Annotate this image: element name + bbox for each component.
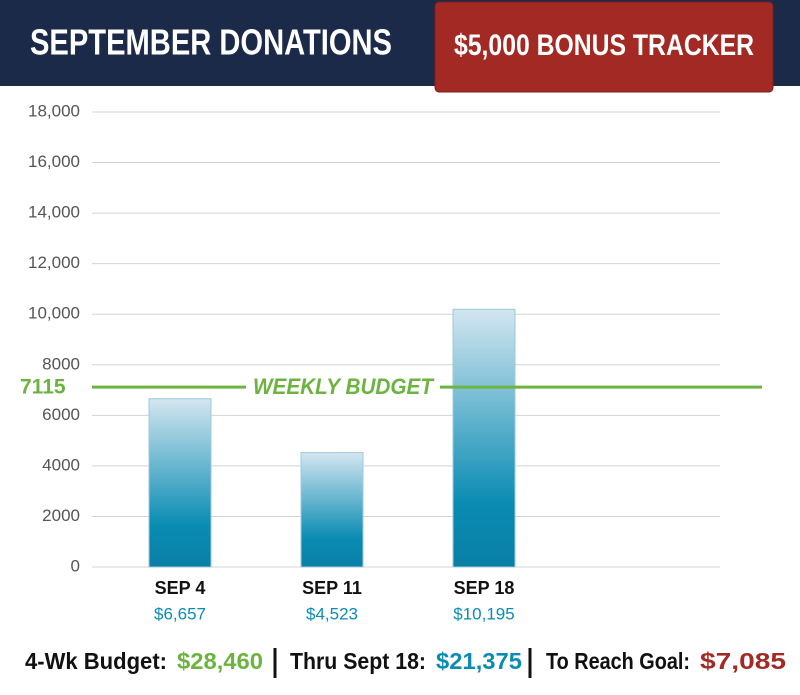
budget-text-bg — [246, 373, 440, 402]
badge-box — [434, 1, 774, 93]
footer-label: 4-Wk Budget: — [25, 648, 167, 674]
y-tick-label: 16,000 — [28, 152, 80, 171]
y-tick-label: 18,000 — [28, 101, 80, 120]
y-tick-label: 2000 — [42, 506, 80, 525]
footer-value: $21,375 — [436, 648, 522, 674]
value-label: $4,523 — [306, 604, 358, 623]
y-tick-label: 0 — [71, 556, 80, 575]
y-tick-label: 8000 — [42, 354, 80, 373]
footer-value: $7,085 — [700, 648, 786, 674]
badge-text: $5,000 BONUS TRACKER — [454, 29, 754, 62]
value-label: $10,195 — [453, 604, 514, 623]
x-tick-label: SEP 11 — [302, 578, 362, 598]
budget-label-bg — [0, 373, 88, 402]
bar — [452, 308, 516, 568]
budget-value: 7115 — [20, 376, 66, 399]
budget-label: WEEKLY BUDGET — [253, 374, 434, 399]
y-tick-label: 6000 — [42, 405, 80, 424]
value-label: $6,657 — [154, 604, 206, 623]
x-tick-label: SEP 18 — [454, 578, 515, 598]
chart-title: SEPTEMBER DONATIONS — [30, 22, 392, 63]
y-tick-label: 14,000 — [28, 203, 80, 222]
bar — [148, 398, 212, 568]
footer-label: To Reach Goal: — [546, 648, 690, 674]
y-tick-label: 4000 — [42, 455, 80, 474]
y-tick-label: 10,000 — [28, 304, 80, 323]
y-tick-label: 12,000 — [28, 253, 80, 272]
bar — [300, 452, 364, 568]
x-tick-label: SEP 4 — [155, 578, 206, 598]
footer-value: $28,460 — [177, 648, 263, 674]
footer-label: Thru Sept 18: — [290, 648, 426, 674]
